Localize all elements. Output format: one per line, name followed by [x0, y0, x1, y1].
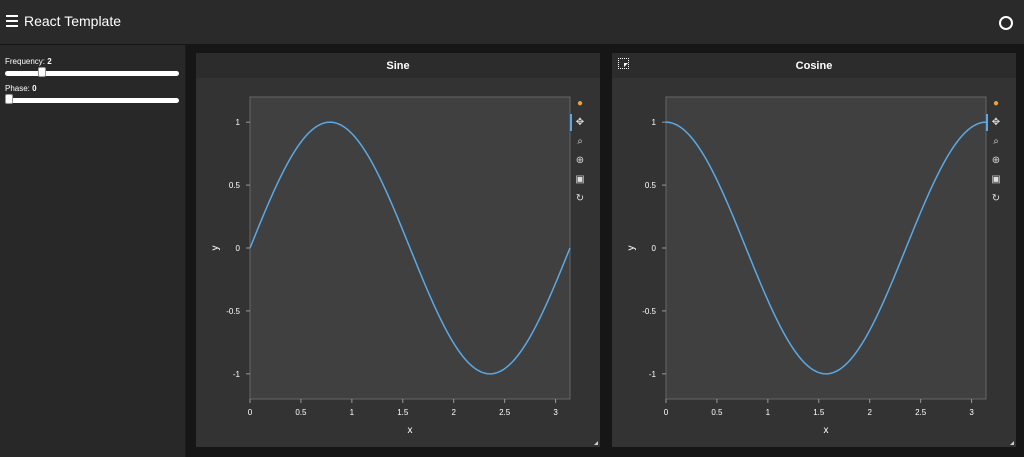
frequency-label-text: Frequency: — [5, 57, 48, 66]
y-tick-label: -1 — [649, 370, 657, 379]
cosine-plot[interactable]: 0 0.5 1 1.5 2 2.5 3 1 0.5 0 -0.5 -1 x y — [612, 78, 1016, 447]
x-tick-label: 3 — [553, 408, 558, 417]
phase-label: Phase: 0 — [5, 84, 37, 93]
x-tick-label: 0 — [664, 408, 669, 417]
save-icon[interactable]: ▣ — [575, 173, 585, 185]
pan-icon[interactable]: ✥ — [575, 116, 585, 128]
y-tick-label: 0 — [652, 244, 657, 253]
bokeh-logo-icon[interactable]: ● — [992, 97, 1000, 109]
x-tick-label: 2 — [451, 408, 456, 417]
phase-slider[interactable] — [5, 94, 179, 104]
phase-label-text: Phase: — [5, 84, 33, 93]
resize-handle-icon[interactable] — [1010, 441, 1014, 445]
x-axis-label: x — [824, 425, 829, 436]
sine-plot-card: Sine 0 0.5 1 1.5 2 2.5 3 1 0.5 0 -0.5 -1 x y ● ✥ ⌕ ⊕ ▣ ↻ — [196, 53, 600, 447]
x-tick-label: 0.5 — [295, 408, 307, 417]
bokeh-logo-icon[interactable]: ● — [576, 97, 584, 109]
sine-plot-title: Sine — [386, 60, 410, 72]
sidebar: Frequency: 2 Phase: 0 — [0, 45, 185, 457]
y-tick-label: 0.5 — [229, 181, 241, 190]
phase-value: 0 — [32, 84, 37, 93]
app-title: React Template — [24, 13, 122, 29]
wheel-zoom-icon[interactable]: ⊕ — [991, 154, 1001, 166]
x-axis-label: x — [408, 425, 413, 436]
cosine-card-header: Cosine — [612, 53, 1016, 78]
plot-area — [665, 96, 987, 400]
app-header: React Template — [0, 0, 1024, 45]
phase-slider-handle[interactable] — [5, 94, 13, 104]
x-tick-label: 2.5 — [915, 408, 927, 417]
x-tick-label: 0.5 — [711, 408, 723, 417]
sine-plot[interactable]: 0 0.5 1 1.5 2 2.5 3 1 0.5 0 -0.5 -1 x y — [196, 78, 600, 447]
main-area: Sine 0 0.5 1 1.5 2 2.5 3 1 0.5 0 -0.5 -1 x y ● ✥ ⌕ ⊕ ▣ ↻ C… — [186, 45, 1024, 457]
y-tick-label: 0.5 — [645, 181, 657, 190]
x-tick-label: 1.5 — [813, 408, 825, 417]
series-line — [249, 121, 571, 375]
x-tick-label: 1.5 — [397, 408, 409, 417]
box-select-icon[interactable] — [618, 58, 629, 69]
frequency-value: 2 — [47, 57, 52, 66]
save-icon[interactable]: ▣ — [991, 173, 1001, 185]
x-tick-label: 2 — [867, 408, 872, 417]
wheel-zoom-icon[interactable]: ⊕ — [575, 154, 585, 166]
cosine-plot-title: Cosine — [795, 60, 833, 72]
y-axis-label: y — [626, 246, 637, 251]
reset-icon[interactable]: ↻ — [575, 192, 585, 204]
x-tick-label: 3 — [969, 408, 974, 417]
circle-status-icon[interactable] — [999, 16, 1013, 30]
frequency-slider[interactable] — [5, 67, 179, 77]
y-tick-label: 1 — [236, 118, 241, 127]
x-tick-label: 2.5 — [499, 408, 511, 417]
y-tick-label: 0 — [236, 244, 241, 253]
cosine-plot-card: Cosine 0 0.5 1 1.5 2 2.5 3 1 0.5 0 -0.5 -1 x y ● ✥ ⌕ ⊕ ▣ ↻ — [612, 53, 1016, 447]
x-tick-label: 1 — [350, 408, 355, 417]
x-tick-label: 1 — [766, 408, 771, 417]
frequency-slider-handle[interactable] — [38, 67, 47, 77]
y-tick-label: 1 — [652, 118, 657, 127]
box-zoom-icon[interactable]: ⌕ — [993, 135, 999, 147]
series-line — [665, 121, 987, 375]
box-zoom-icon[interactable]: ⌕ — [577, 135, 583, 147]
reset-icon[interactable]: ↻ — [991, 192, 1001, 204]
resize-handle-icon[interactable] — [594, 441, 598, 445]
hamburger-menu-icon[interactable] — [6, 15, 18, 27]
y-tick-label: -0.5 — [642, 307, 656, 316]
y-axis-label: y — [210, 246, 221, 251]
frequency-label: Frequency: 2 — [5, 57, 52, 66]
pan-icon[interactable]: ✥ — [991, 116, 1001, 128]
sine-card-header: Sine — [196, 53, 600, 78]
x-tick-label: 0 — [248, 408, 253, 417]
y-tick-label: -1 — [233, 370, 241, 379]
y-tick-label: -0.5 — [226, 307, 240, 316]
